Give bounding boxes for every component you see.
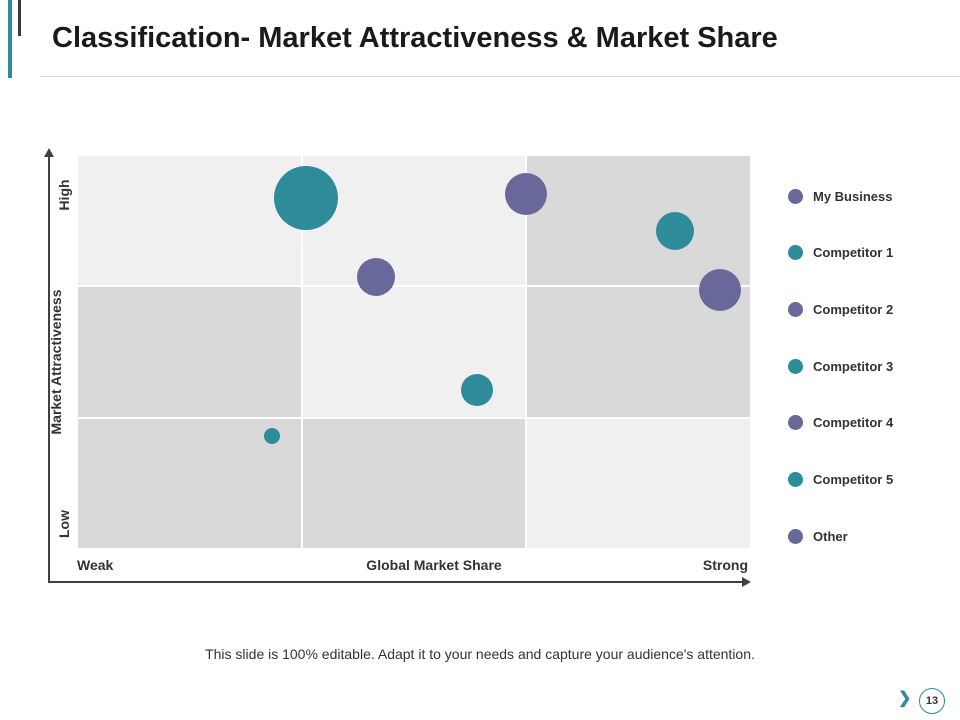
grid-cell-r1-c3: [527, 156, 750, 286]
legend-item: Competitor 5: [788, 470, 893, 490]
bubble-point-6: [460, 374, 493, 407]
legend-item: Competitor 2: [788, 299, 893, 319]
page-number-badge: 13: [919, 688, 945, 714]
legend-marker-icon: [788, 301, 803, 317]
legend-item: Competitor 1: [788, 243, 893, 263]
y-axis-title: Market Attractiveness: [48, 289, 64, 435]
y-tick-label-high: High: [56, 179, 72, 211]
bubble-point-4: [356, 258, 395, 297]
accent-bar-teal: [8, 0, 12, 78]
legend-label: Other: [813, 528, 848, 544]
bubble-point-5: [698, 269, 741, 312]
grid-cell-r1-c1: [78, 156, 301, 286]
x-axis-title: Global Market Share: [366, 557, 502, 573]
y-tick-label-low: Low: [56, 510, 72, 538]
x-axis-arrow: [742, 577, 751, 587]
footer-note: This slide is 100% editable. Adapt it to…: [205, 646, 755, 662]
bubble-point-3: [655, 212, 694, 251]
x-axis-line: [48, 581, 744, 583]
x-tick-label-high: Strong: [702, 557, 748, 573]
legend-marker-icon: [788, 188, 803, 204]
bubble-point-7: [264, 428, 281, 445]
grid-cell-r3-c1: [78, 418, 301, 548]
legend-label: Competitor 2: [813, 301, 894, 317]
grid-cell-r1-c2: [302, 156, 526, 286]
y-axis-arrow: [44, 148, 54, 157]
grid-cell-r2-c1: [78, 287, 301, 417]
x-tick-label-low: Weak: [77, 557, 114, 573]
bubble-point-1: [274, 166, 339, 231]
legend-label: Competitor 1: [813, 245, 894, 261]
grid-cell-r2-c2: [302, 287, 526, 417]
legend-item: Competitor 3: [788, 356, 893, 376]
legend-marker-icon: [788, 528, 803, 544]
accent-bar-dark: [18, 0, 21, 36]
legend-marker-icon: [788, 472, 803, 487]
y-axis-line: [48, 155, 50, 582]
legend-item: My Business: [788, 186, 892, 206]
slide-title: Classification- Market Attractiveness & …: [52, 22, 778, 54]
legend-label: My Business: [813, 188, 893, 204]
legend-marker-icon: [788, 415, 803, 431]
legend-marker-icon: [788, 245, 803, 261]
legend-label: Competitor 5: [813, 472, 894, 487]
legend-item: Other: [788, 526, 848, 546]
legend-label: Competitor 4: [813, 415, 894, 431]
title-divider: [40, 76, 960, 77]
legend-label: Competitor 3: [813, 358, 894, 374]
next-slide-icon[interactable]: ❯: [898, 690, 912, 707]
legend-marker-icon: [788, 358, 803, 374]
grid-cell-r3-c2: [302, 418, 526, 548]
bubble-point-2: [505, 173, 548, 216]
grid-cell-r3-c3: [527, 418, 750, 548]
legend-item: Competitor 4: [788, 413, 893, 433]
